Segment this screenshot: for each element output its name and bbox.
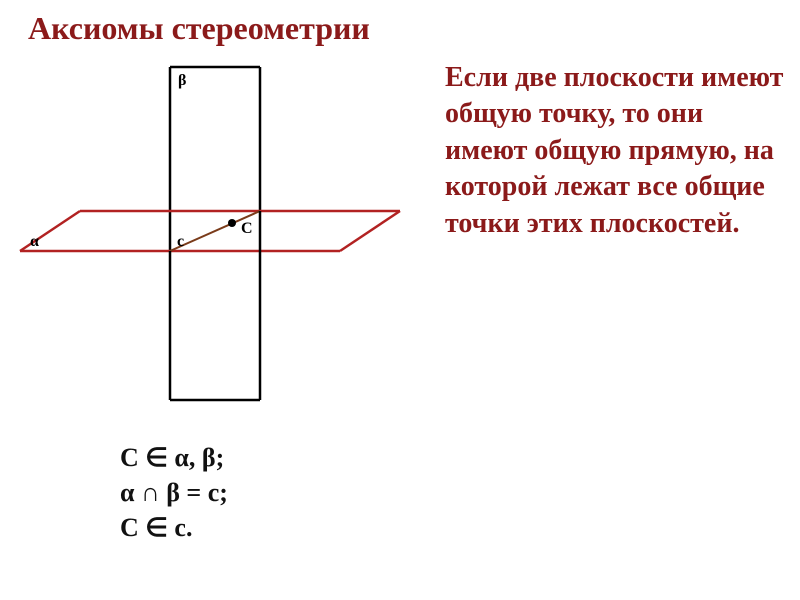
beta-label: β [178, 72, 186, 89]
diagram: α β c C [10, 55, 430, 425]
formula-line-2: α ∩ β = c; [120, 475, 228, 510]
intersecting-planes-diagram: α β c C [10, 55, 430, 425]
c-line-label: c [177, 233, 184, 250]
alpha-label: α [30, 233, 39, 250]
c-point-label: C [241, 220, 253, 237]
page-title: Аксиомы стереометрии [28, 10, 370, 47]
axiom-text: Если две плоскости имеют общую точку, то… [445, 60, 785, 242]
formulas: C ∈ α, β; α ∩ β = c; C ∈ c. [120, 440, 228, 545]
formula-line-3: C ∈ c. [120, 510, 228, 545]
formula-line-1: C ∈ α, β; [120, 440, 228, 475]
